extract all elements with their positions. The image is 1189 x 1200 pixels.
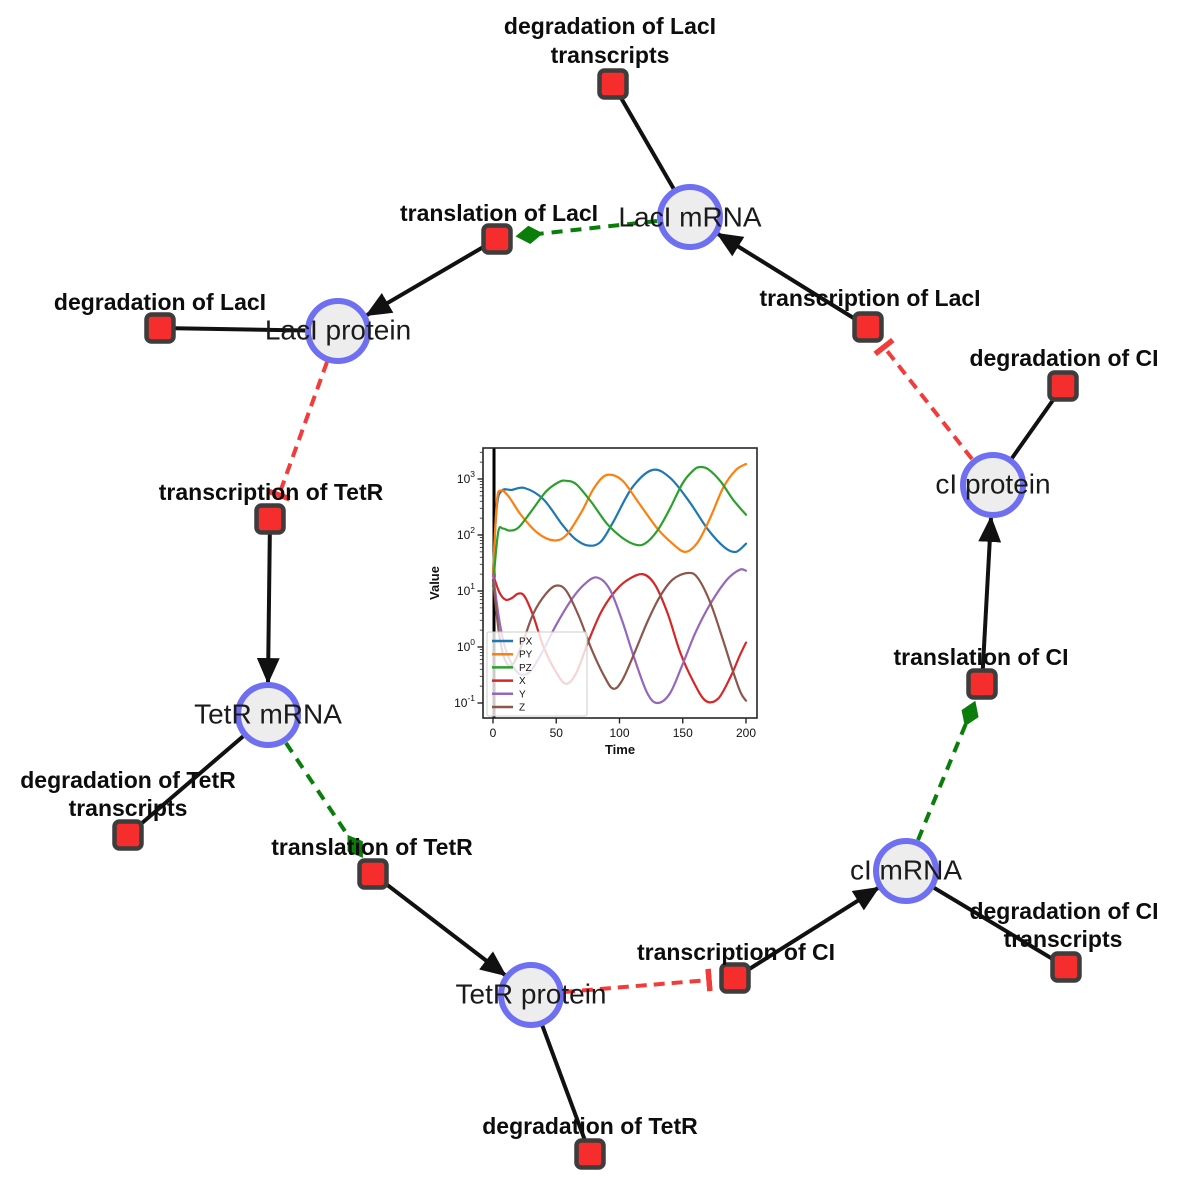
reaction-node-transcription-laci[interactable]: [852, 311, 884, 343]
x-axis-label: Time: [605, 742, 635, 757]
reaction-node-translation-laci[interactable]: [481, 223, 513, 255]
edge-transcription-ci-to-mrna: [733, 886, 880, 980]
edge-lacimrna-catalyzes-translation: [515, 219, 658, 245]
reaction-node-degradation-laci-transcripts[interactable]: [597, 68, 629, 100]
edge-translation-laci-to-protein: [365, 237, 499, 317]
species-node-ci-protein[interactable]: [960, 452, 1026, 518]
reaction-nodes: [112, 68, 1082, 1170]
reaction-label-degradation-laci: degradation of LacI: [54, 289, 266, 315]
reaction-node-degradation-ci[interactable]: [1047, 370, 1079, 402]
x-tick-label: 100: [609, 726, 629, 740]
x-tick-label: 50: [550, 726, 564, 740]
reaction-label-degradation-ci-transcripts-1: degradation of CI: [969, 898, 1158, 924]
species-label-laci-mrna: LacI mRNA: [618, 202, 761, 233]
y-tick-label: 101: [457, 581, 475, 598]
species-node-tetr-mrna[interactable]: [235, 682, 301, 748]
catalysis-edges: [284, 219, 979, 858]
reaction-node-degradation-laci[interactable]: [144, 312, 176, 344]
legend-label-Z: Z: [519, 703, 525, 714]
reaction-label-degradation-tetr-transcripts-1: degradation of TetR: [20, 767, 236, 793]
species-node-laci-protein[interactable]: [305, 298, 371, 364]
simulation-plot: 0 50 100 150 200 10-1 100 101 102 103 Time Value PX P…: [427, 447, 758, 757]
plot-legend-box: [486, 631, 588, 717]
edge-cimrna-catalyzes-translation: [916, 700, 979, 841]
y-tick-label: 100: [457, 637, 475, 654]
inhibition-edges: [267, 337, 974, 994]
x-tick-label: 200: [736, 726, 756, 740]
species-labels: LacI mRNA LacI protein TetR mRNA TetR pr…: [194, 202, 1050, 1010]
series-line-PX: [491, 468, 748, 573]
edge-transcription-laci-to-mrna: [716, 232, 870, 329]
reaction-label-degradation-laci-transcripts-1: degradation of LacI: [504, 13, 716, 39]
reaction-node-transcription-tetr[interactable]: [254, 503, 286, 535]
species-nodes: [235, 184, 1026, 1028]
reaction-node-degradation-tetr[interactable]: [574, 1138, 606, 1170]
reaction-label-degradation-ci-transcripts-2: transcripts: [1004, 926, 1123, 952]
legend-label-X: X: [519, 676, 526, 687]
reaction-label-degradation-tetr: degradation of TetR: [482, 1113, 698, 1139]
reaction-label-transcription-ci: transcription of CI: [637, 939, 835, 965]
reaction-label-degradation-ci: degradation of CI: [969, 345, 1158, 371]
y-axis-label: Value: [427, 566, 442, 600]
production-edges: [256, 232, 1002, 980]
series-line-PZ: [491, 465, 748, 588]
y-tick-label: 103: [457, 469, 475, 486]
reaction-label-degradation-laci-transcripts-2: transcripts: [551, 42, 670, 68]
reaction-label-transcription-laci: transcription of LacI: [759, 285, 980, 311]
series-line-PY: [491, 462, 748, 578]
species-label-laci-protein: LacI protein: [265, 315, 411, 346]
reaction-node-degradation-tetr-transcripts[interactable]: [112, 819, 144, 851]
edge-translation-tetr-to-protein: [371, 872, 507, 977]
edge-transcription-tetr-to-mrna: [256, 518, 280, 685]
reaction-node-degradation-ci-transcripts[interactable]: [1050, 951, 1082, 983]
reaction-label-translation-laci: translation of LacI: [400, 200, 598, 226]
reaction-label-degradation-tetr-transcripts-2: transcripts: [69, 795, 188, 821]
series-line-X: [491, 572, 748, 704]
x-tick-label: 0: [490, 726, 497, 740]
edge-tetrprotein-inhibits-transcription-ci: [563, 968, 713, 994]
species-label-ci-mrna: cI mRNA: [850, 855, 962, 886]
edge-laciprotein-inhibits-transcription-tetr: [267, 361, 329, 502]
legend-label-PY: PY: [519, 650, 533, 661]
legend-label-PZ: PZ: [519, 663, 532, 674]
species-label-tetr-protein: TetR protein: [456, 979, 607, 1010]
species-node-ci-mrna[interactable]: [873, 838, 939, 904]
species-node-tetr-protein[interactable]: [498, 962, 564, 1028]
legend-label-Y: Y: [519, 689, 526, 700]
edge-translation-ci-to-protein: [978, 515, 1002, 685]
reaction-label-translation-tetr: translation of TetR: [271, 834, 473, 860]
species-label-tetr-mrna: TetR mRNA: [194, 699, 342, 730]
species-node-laci-mrna[interactable]: [657, 184, 723, 250]
y-tick-label: 10-1: [454, 693, 475, 710]
reaction-labels: degradation of LacI transcripts translat…: [20, 13, 1158, 1139]
y-tick-label: 102: [457, 525, 475, 542]
legend-label-PX: PX: [519, 637, 533, 648]
x-tick-label: 150: [673, 726, 693, 740]
reaction-label-transcription-tetr: transcription of TetR: [159, 479, 384, 505]
reaction-node-translation-ci[interactable]: [966, 668, 998, 700]
edge-tetrmrna-catalyzes-translation: [284, 741, 363, 858]
edge-ciprotein-inhibits-transcription-laci: [873, 337, 974, 461]
reaction-label-translation-ci: translation of CI: [893, 644, 1068, 670]
reaction-node-translation-tetr[interactable]: [357, 858, 389, 890]
species-label-ci-protein: cI protein: [935, 469, 1050, 500]
reaction-node-transcription-ci[interactable]: [719, 962, 751, 994]
